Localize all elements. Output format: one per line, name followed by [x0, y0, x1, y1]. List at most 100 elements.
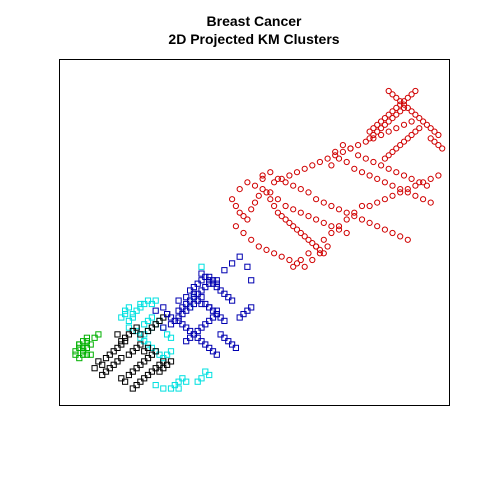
- point-series-4-80: [381, 179, 388, 186]
- point-series-3-32: [187, 334, 194, 341]
- point-series-4-110: [404, 94, 411, 101]
- point-series-3-14: [213, 280, 220, 287]
- point-series-4-60: [313, 196, 320, 203]
- point-series-4-180: [339, 148, 346, 155]
- point-series-4-153: [381, 196, 388, 203]
- point-series-4-16: [290, 223, 297, 230]
- point-series-1-1: [122, 307, 129, 314]
- point-series-0-7: [83, 344, 91, 351]
- point-series-4-179: [332, 152, 339, 159]
- point-series-3-74: [229, 341, 236, 348]
- point-series-4-170: [358, 202, 366, 210]
- point-series-4-54: [267, 169, 274, 176]
- point-series-4-115: [374, 128, 381, 135]
- point-series-4-116: [378, 125, 385, 132]
- point-series-3-75: [232, 344, 240, 351]
- point-series-3-29: [217, 314, 224, 321]
- point-series-4-158: [420, 179, 427, 186]
- point-series-4-75: [343, 158, 350, 166]
- point-series-4-94: [385, 165, 392, 172]
- point-series-1-41: [171, 382, 178, 389]
- point-series-2-33: [137, 378, 144, 385]
- point-series-1-2: [125, 304, 133, 311]
- point-series-0-17: [76, 344, 83, 351]
- point-series-2-2: [99, 361, 106, 368]
- point-series-4-159: [427, 175, 434, 182]
- point-series-4-156: [404, 186, 411, 193]
- point-series-4-86: [427, 199, 434, 206]
- point-series-4-5: [248, 206, 255, 213]
- point-series-2-21: [118, 375, 125, 382]
- chart-title: Breast Cancer: [207, 13, 302, 29]
- point-series-4-2: [236, 209, 243, 216]
- point-series-3-42: [194, 280, 201, 287]
- point-series-4-99: [423, 182, 430, 189]
- point-series-2-13: [118, 341, 125, 348]
- point-series-3-84: [244, 307, 251, 314]
- point-series-4-62: [328, 202, 335, 210]
- point-series-3-78: [190, 290, 198, 297]
- point-series-4-74: [335, 155, 343, 162]
- point-series-4-100: [366, 128, 373, 135]
- point-series-4-120: [393, 111, 400, 118]
- point-series-3-47: [213, 284, 220, 291]
- point-series-1-46: [194, 378, 201, 385]
- point-series-4-175: [301, 165, 308, 172]
- point-series-1-14: [141, 300, 148, 308]
- point-series-2-49: [152, 321, 159, 328]
- point-series-4-50: [328, 223, 335, 230]
- point-series-3-50: [225, 294, 232, 301]
- point-series-1-30: [141, 338, 148, 345]
- point-series-4-98: [416, 179, 423, 186]
- point-series-3-81: [213, 307, 220, 314]
- point-series-2-4: [106, 351, 113, 358]
- point-series-3-52: [198, 270, 205, 277]
- point-series-3-48: [217, 287, 224, 294]
- point-series-3-10: [198, 287, 205, 294]
- point-series-4-15: [286, 219, 293, 226]
- point-series-2-53: [156, 368, 163, 375]
- point-series-3-70: [213, 351, 220, 358]
- point-series-2-15: [125, 351, 133, 358]
- point-series-4-3: [240, 213, 247, 220]
- point-series-3-15: [160, 324, 167, 331]
- point-series-4-21: [309, 240, 316, 247]
- point-series-4-61: [320, 199, 327, 206]
- point-series-4-163: [305, 250, 312, 257]
- point-series-3-35: [198, 324, 205, 331]
- point-series-4-138: [404, 104, 411, 112]
- point-series-4-96: [400, 172, 408, 179]
- point-series-4-141: [416, 115, 423, 122]
- point-series-3-20: [183, 307, 190, 314]
- point-series-4-186: [385, 128, 392, 135]
- point-series-2-34: [141, 375, 148, 382]
- point-series-4-109: [400, 98, 408, 105]
- point-series-4-95: [393, 169, 400, 176]
- point-series-4-133: [385, 87, 392, 95]
- point-series-3-7: [187, 297, 194, 304]
- point-series-3-39: [213, 311, 220, 318]
- point-series-4-13: [278, 213, 285, 220]
- point-series-4-157: [412, 182, 419, 189]
- point-series-4-20: [305, 236, 312, 243]
- point-series-4-79: [374, 175, 381, 182]
- point-series-4-182: [355, 142, 362, 149]
- point-series-4-47: [305, 213, 312, 220]
- point-series-2-41: [118, 338, 125, 345]
- data-points: [72, 87, 446, 392]
- point-series-3-79: [198, 300, 205, 308]
- point-series-4-183: [362, 138, 369, 145]
- point-series-1-44: [179, 375, 186, 382]
- point-series-4-146: [435, 131, 442, 139]
- point-series-1-4: [133, 307, 140, 314]
- point-series-2-17: [133, 344, 140, 351]
- point-series-4-103: [378, 118, 385, 125]
- point-series-3-5: [179, 304, 186, 311]
- point-series-4-168: [343, 216, 350, 223]
- point-series-2-0: [91, 365, 98, 372]
- point-series-3-30: [221, 317, 228, 324]
- point-series-2-11: [110, 348, 117, 355]
- point-series-4-43: [274, 196, 281, 203]
- point-series-4-26: [240, 229, 247, 237]
- point-series-1-7: [129, 314, 136, 321]
